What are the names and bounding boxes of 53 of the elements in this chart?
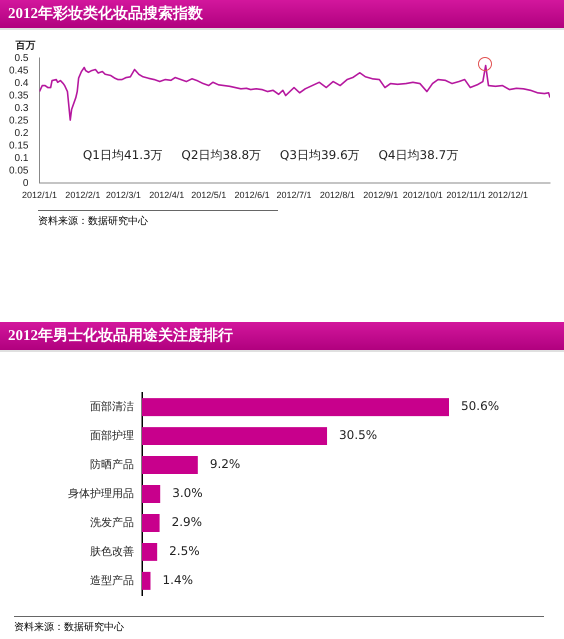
y-tick-label: 身体护理用品	[68, 487, 134, 500]
bar	[142, 398, 449, 416]
bar	[142, 572, 150, 590]
x-tick-label: 2012/3/1	[106, 190, 141, 200]
y-tick-label: 面部护理	[90, 429, 134, 442]
y-tick-label: 肤色改善	[90, 544, 134, 558]
y-tick-label: 0.5	[14, 52, 29, 64]
y-tick-label: 0.05	[8, 165, 29, 176]
y-tick-label: 面部清洁	[90, 400, 134, 414]
x-tick-label: 2012/8/1	[320, 190, 355, 200]
annotation: Q1日均41.3万	[82, 148, 163, 162]
annotation: Q2日均38.8万	[181, 148, 262, 162]
annotation: Q4日均38.7万	[378, 148, 458, 162]
x-tick-label: 2012/4/1	[149, 190, 184, 200]
text: 资料来源：数据研究中心	[14, 616, 544, 634]
x-tick-label: 2012/11/1	[446, 190, 486, 200]
x-tick-label: 2012/5/1	[191, 190, 226, 200]
chart-title: 2012年彩妆类化妆品搜索指数	[0, 0, 564, 30]
bar	[142, 514, 160, 532]
x-tick-label: 2012/6/1	[234, 190, 270, 200]
y-tick-label: 0.25	[8, 115, 29, 126]
data-label: 30.5%	[339, 428, 378, 442]
data-label: 2.9%	[172, 515, 202, 530]
y-tick-label: 0.4	[14, 78, 29, 89]
y-axis-title: 百万	[14, 40, 36, 52]
bar	[142, 485, 160, 503]
data-label: 50.6%	[461, 399, 500, 414]
y-tick-label: 0.3	[14, 102, 29, 114]
x-tick-label: 2012/10/1	[402, 190, 443, 200]
x-tick-label: 2012/1/1	[22, 190, 57, 200]
y-tick-label: 0	[22, 178, 29, 189]
chart-title: 2012年男士化妆品用途关注度排行	[0, 322, 564, 352]
y-tick-label: 造型产品	[90, 574, 134, 587]
y-tick-label: 0.45	[8, 65, 29, 76]
annotation: Q3日均39.6万	[280, 148, 360, 162]
x-tick-label: 2012/12/1	[488, 190, 528, 200]
bar	[142, 427, 328, 446]
y-tick-label: 0.1	[14, 152, 29, 164]
x-tick-label: 2012/7/1	[276, 190, 312, 200]
x-tick-label: 2012/2/1	[65, 190, 100, 200]
y-tick-label: 洗发产品	[90, 516, 134, 530]
y-tick-label: 0.2	[14, 128, 29, 139]
y-tick-label: 0.35	[8, 90, 29, 102]
bar	[142, 456, 198, 474]
bar	[142, 542, 158, 561]
x-tick-label: 2012/9/1	[363, 190, 398, 200]
data-label: 2.5%	[169, 544, 200, 558]
y-tick-label: 防晒产品	[90, 458, 134, 472]
data-label: 1.4%	[162, 573, 193, 588]
text: 资料来源：数据研究中心	[38, 210, 278, 228]
data-label: 9.2%	[210, 457, 240, 472]
data-label: 3.0%	[172, 486, 203, 500]
y-tick-label: 0.15	[8, 140, 29, 152]
